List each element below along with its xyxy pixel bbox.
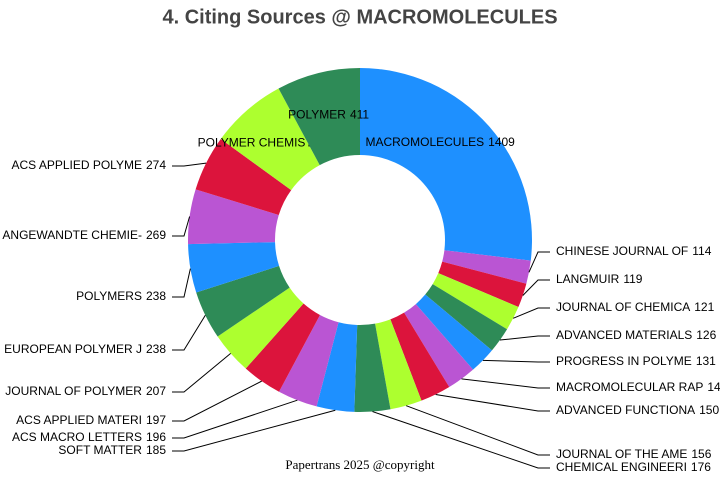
slice-label: ACS APPLIED POLYME 274 — [11, 158, 166, 172]
slice — [390, 312, 450, 401]
label-name: LANGMUIR — [556, 272, 620, 286]
label-value: 197 — [146, 413, 166, 427]
slice — [195, 139, 292, 215]
label-name: MACROMOLECULAR RAP — [556, 380, 703, 394]
leader-line — [461, 378, 550, 389]
label-value: 121 — [694, 300, 714, 314]
slice-label: ANGEWANDTE CHEMIE- 269 — [2, 228, 166, 242]
leader-line — [372, 411, 550, 469]
slice — [188, 189, 279, 245]
slice — [442, 250, 531, 284]
label-name: ACS APPLIED POLYME — [11, 158, 142, 172]
label-value: 207 — [146, 384, 166, 398]
slice-label: LANGMUIR 119 — [556, 272, 643, 286]
label-name: ANGEWANDTE CHEMIE- — [2, 228, 142, 242]
slice-label: JOURNAL OF THE AME 156 — [556, 447, 712, 461]
label-value: 269 — [146, 228, 166, 242]
label-name: POLYMER — [288, 108, 346, 122]
label-name: SOFT MATTER — [58, 443, 142, 457]
label-name: EUROPEAN POLYMER J — [4, 342, 142, 356]
slice-label: JOURNAL OF CHEMICA 121 — [556, 300, 715, 314]
slice — [425, 284, 508, 351]
slice — [375, 319, 422, 410]
label-value: 185 — [146, 443, 166, 457]
leader-line — [512, 307, 550, 319]
label-value: 119 — [623, 272, 642, 286]
leader-line — [172, 314, 206, 351]
label-name: POLYMERS — [76, 289, 142, 303]
slice-label: CHINESE JOURNAL OF 114 — [556, 244, 712, 258]
label-value: 1409 — [488, 135, 515, 149]
label-name: JOURNAL OF POLYMER — [5, 384, 142, 398]
slice — [245, 303, 320, 392]
label-value: 143 — [707, 380, 720, 394]
slice — [360, 68, 532, 261]
label-name: MACROMOLECULES — [365, 135, 484, 149]
label-value: 176 — [691, 460, 711, 474]
slice — [415, 294, 492, 370]
slice — [316, 322, 358, 412]
slice-label: POLYMER 411 — [288, 108, 369, 122]
slice — [438, 261, 527, 307]
label-name: PROGRESS IN POLYME — [556, 354, 692, 368]
label-value: 238 — [146, 342, 166, 356]
label-name: POLYMER CHEMISTRY — [198, 135, 330, 149]
slice-label: SOFT MATTER 185 — [58, 443, 166, 457]
leader-line — [528, 251, 550, 273]
label-name: ACS APPLIED MATERI — [16, 413, 142, 427]
label-name: CHINESE JOURNAL OF — [556, 244, 688, 258]
slice — [196, 265, 290, 337]
label-name: JOURNAL OF CHEMICA — [556, 300, 690, 314]
leader-line — [172, 162, 207, 167]
footer: Papertrans 2025 @copyright — [285, 457, 435, 472]
label-value: 150 — [699, 403, 719, 417]
label-name: ACS MACRO LETTERS — [12, 430, 142, 444]
slice — [432, 273, 519, 330]
slice — [279, 314, 339, 407]
label-value: 156 — [691, 447, 711, 461]
leader-line — [172, 399, 298, 439]
leader-line — [172, 216, 191, 237]
label-value: 114 — [692, 244, 711, 258]
label-name: JOURNAL OF THE AME — [556, 447, 687, 461]
leader-line — [435, 393, 550, 412]
leader-line — [406, 405, 550, 456]
leader-line — [499, 335, 550, 341]
label-name: ADVANCED FUNCTIONA — [556, 403, 695, 417]
label-value: 411 — [350, 108, 369, 122]
slice-label: PROGRESS IN POLYME 131 — [556, 354, 716, 368]
leader-line — [522, 279, 550, 296]
label-value: 196 — [146, 430, 166, 444]
slice-label: EUROPEAN POLYMER J 238 — [4, 342, 166, 356]
label-value: 238 — [146, 289, 166, 303]
label-value: 131 — [696, 354, 716, 368]
leader-line — [172, 409, 336, 452]
slice — [188, 242, 280, 293]
leader-line — [172, 268, 191, 298]
slice-label: JOURNAL OF POLYMER 207 — [5, 384, 166, 398]
leader-line — [172, 353, 231, 393]
slice-label: MACROMOLECULAR RAP 143 — [556, 380, 720, 394]
chart-title: 4. Citing Sources @ MACROMOLECULES — [162, 6, 557, 28]
label-name: CHEMICAL ENGINEERI — [556, 460, 687, 474]
slice-label: MACROMOLECULES 1409 — [365, 135, 515, 149]
slice — [217, 287, 304, 369]
slice — [354, 323, 391, 412]
slice-label: ACS APPLIED MATERI 197 — [16, 413, 166, 427]
slice — [404, 304, 474, 388]
label-name: ADVANCED MATERIALS — [556, 328, 692, 342]
slice — [278, 68, 360, 166]
slice — [220, 88, 320, 191]
slice-label: POLYMERS 238 — [76, 289, 166, 303]
leader-line — [172, 380, 262, 422]
slice-label: CHEMICAL ENGINEERI 176 — [556, 460, 711, 474]
slice-label: ACS MACRO LETTERS 196 — [12, 430, 166, 444]
slice-label: ADVANCED MATERIALS 126 — [556, 328, 717, 342]
slice-label: ADVANCED FUNCTIONA 150 — [556, 403, 719, 417]
leader-line — [482, 359, 550, 363]
label-value: 126 — [696, 328, 716, 342]
label-value: 274 — [146, 158, 166, 172]
